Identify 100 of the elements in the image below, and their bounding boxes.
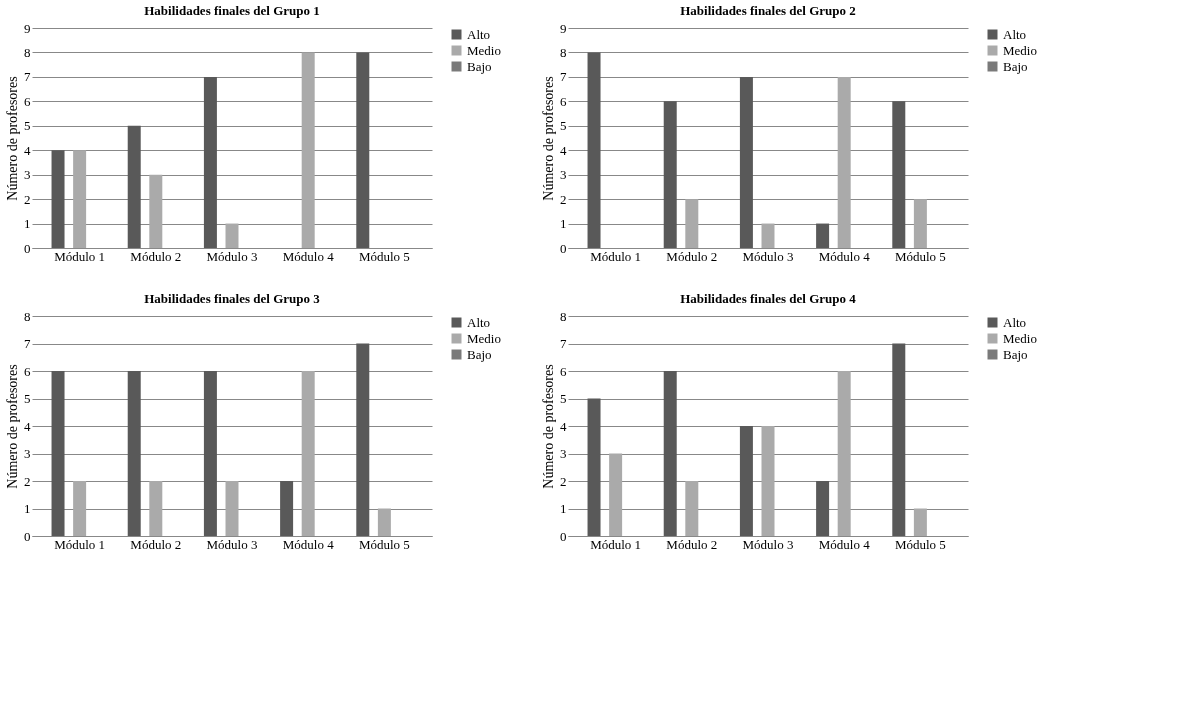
y-tick-label: 1 (560, 216, 567, 232)
bar (913, 199, 927, 248)
legend-label: Medio (1003, 330, 1037, 346)
y-tick-label: 4 (560, 142, 567, 158)
y-tick-label: 7 (24, 336, 31, 351)
y-tick-label: 4 (24, 142, 31, 158)
x-tick-label: Módulo 4 (818, 536, 871, 552)
legend-label: Medio (467, 330, 501, 346)
chart-title: Habilidades finales del Grupo 1 (144, 3, 320, 18)
bar (377, 508, 391, 536)
y-tick-label: 1 (24, 216, 31, 232)
bar (51, 150, 65, 248)
legend-label: Medio (467, 42, 501, 58)
bar (225, 223, 239, 248)
y-tick-label: 0 (24, 528, 31, 544)
bar (356, 52, 370, 248)
bar (149, 481, 163, 536)
y-tick-label: 5 (560, 391, 567, 406)
bar (127, 125, 141, 248)
bar (73, 481, 87, 536)
legend-label: Alto (467, 314, 491, 330)
bar (837, 371, 851, 536)
y-tick-label: 4 (24, 418, 31, 434)
y-tick-label: 7 (24, 69, 31, 85)
x-tick-label: Módulo 5 (894, 536, 946, 552)
y-axis-title: Número de profesores (541, 364, 556, 489)
y-tick-label: 6 (560, 93, 567, 109)
x-tick-label: Módulo 1 (54, 536, 106, 552)
bar (301, 52, 315, 248)
bar (51, 371, 65, 536)
bar (73, 150, 87, 248)
bar (663, 101, 677, 248)
legend-label: Bajo (467, 346, 492, 362)
y-tick-label: 3 (560, 446, 567, 461)
x-tick-label: Módulo 5 (894, 248, 946, 264)
y-tick-label: 0 (24, 240, 31, 256)
y-tick-label: 3 (560, 167, 567, 183)
y-tick-label: 9 (24, 20, 31, 36)
y-tick-label: 3 (24, 167, 31, 183)
x-tick-label: Módulo 1 (590, 248, 642, 264)
y-tick-label: 6 (24, 93, 31, 109)
bar (913, 508, 927, 536)
legend-label: Medio (1003, 42, 1037, 58)
y-tick-label: 1 (24, 501, 31, 516)
bar (225, 481, 239, 536)
y-tick-label: 8 (560, 308, 567, 324)
y-tick-label: 8 (24, 308, 31, 324)
legend-label: Bajo (467, 58, 492, 74)
x-tick-label: Módulo 3 (206, 536, 258, 552)
bar (356, 343, 370, 536)
legend-label: Alto (1003, 314, 1027, 330)
bar (203, 371, 217, 536)
y-tick-label: 4 (560, 418, 567, 434)
y-tick-label: 8 (24, 44, 31, 60)
bar (663, 371, 677, 536)
bar (892, 101, 906, 248)
y-tick-label: 2 (24, 473, 31, 489)
y-tick-label: 0 (560, 528, 567, 544)
y-tick-label: 5 (24, 391, 31, 406)
x-tick-label: Módulo 4 (282, 248, 335, 264)
bar (685, 481, 699, 536)
y-tick-label: 5 (560, 118, 567, 134)
x-tick-label: Módulo 1 (54, 248, 106, 264)
y-tick-label: 9 (560, 20, 567, 36)
y-tick-label: 2 (560, 191, 567, 207)
bar (892, 343, 906, 536)
legend-label: Alto (467, 26, 491, 42)
y-axis-title: Número de profesores (5, 364, 20, 489)
y-tick-label: 6 (24, 363, 31, 379)
x-tick-label: Módulo 3 (206, 248, 258, 264)
bar (685, 199, 699, 248)
bar (587, 398, 601, 536)
bar (609, 453, 623, 536)
y-axis-title: Número de profesores (541, 76, 556, 201)
x-tick-label: Módulo 3 (742, 248, 794, 264)
x-tick-label: Módulo 1 (590, 536, 642, 552)
bar (761, 223, 775, 248)
bar (837, 76, 851, 248)
chart-title: Habilidades finales del Grupo 4 (680, 291, 857, 306)
bar (280, 481, 294, 536)
y-tick-label: 1 (560, 501, 567, 516)
x-tick-label: Módulo 5 (358, 248, 410, 264)
y-tick-label: 5 (24, 118, 31, 134)
x-tick-label: Módulo 4 (282, 536, 335, 552)
y-tick-label: 3 (24, 446, 31, 461)
y-tick-label: 0 (560, 240, 567, 256)
bar (739, 76, 753, 248)
chart-title: Habilidades finales del Grupo 2 (680, 3, 856, 18)
x-tick-label: Módulo 2 (130, 248, 182, 264)
y-tick-label: 7 (560, 336, 567, 351)
legend-label: Alto (1003, 26, 1027, 42)
x-tick-label: Módulo 4 (818, 248, 871, 264)
bar (301, 371, 315, 536)
x-tick-label: Módulo 5 (358, 536, 410, 552)
bar (587, 52, 601, 248)
bar (739, 426, 753, 536)
bar (816, 223, 830, 248)
chart-title: Habilidades finales del Grupo 3 (144, 291, 321, 306)
y-tick-label: 2 (24, 191, 31, 207)
x-tick-label: Módulo 2 (130, 536, 182, 552)
